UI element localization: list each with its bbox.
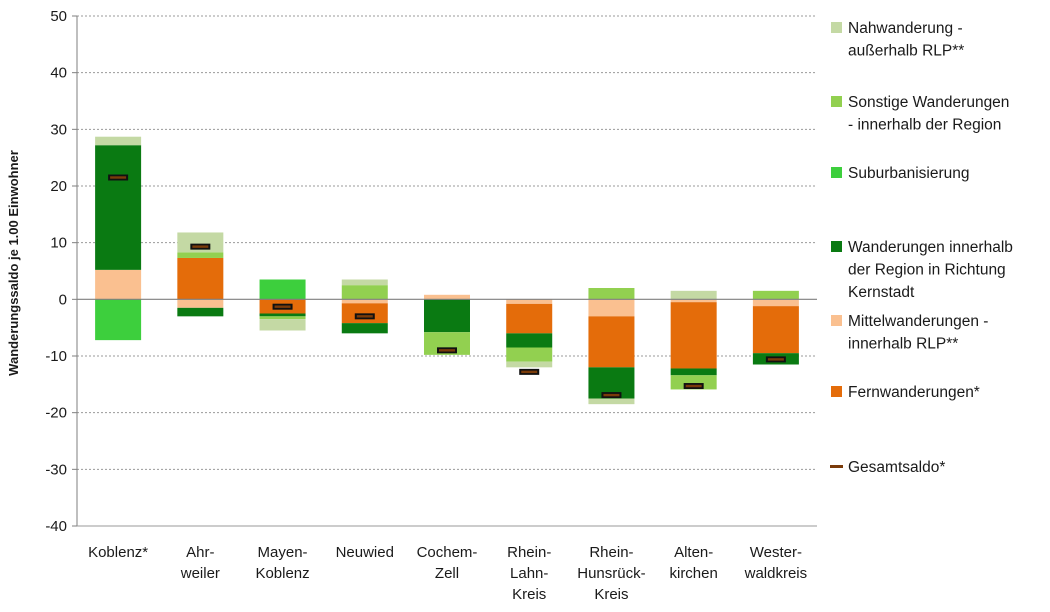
bar-segment xyxy=(670,368,717,376)
y-tick-label: -20 xyxy=(45,405,67,422)
bar-segment xyxy=(177,299,224,308)
x-tick-label: Alten- xyxy=(674,544,713,561)
bar-segment xyxy=(506,299,553,304)
legend-label: Sonstige Wanderungen - innerhalb der Regi… xyxy=(848,94,1009,134)
bar-segment xyxy=(95,299,142,341)
x-tick-label: Wester- xyxy=(750,544,802,561)
x-tick-label: kirchen xyxy=(669,565,717,582)
x-tick-label: Lahn- xyxy=(510,565,548,582)
bar-segment xyxy=(506,347,553,362)
y-tick-label: 30 xyxy=(50,121,67,138)
y-tick-label: -10 xyxy=(45,348,67,365)
bar-segment xyxy=(341,279,388,286)
bar-segment xyxy=(259,319,306,331)
total-marker xyxy=(439,349,455,352)
bar-segment xyxy=(506,361,553,368)
bar-segment xyxy=(177,232,224,253)
legend-swatch xyxy=(831,22,842,33)
bar-segment xyxy=(341,285,388,300)
x-tick-label: Ahr- xyxy=(186,544,214,561)
bar-segment xyxy=(95,136,142,146)
legend-label: Suburbanisierung xyxy=(848,165,970,182)
bar-segment xyxy=(341,299,388,304)
bar-segment xyxy=(424,332,470,355)
bar-segment xyxy=(670,299,717,303)
bar-segment xyxy=(177,257,224,300)
legend: Nahwanderung -außerhalb RLP** Sonstige Wa… xyxy=(830,20,1013,476)
bar-segment xyxy=(670,375,717,390)
total-marker xyxy=(603,393,620,397)
legend-swatch-total xyxy=(830,465,843,468)
legend-swatch xyxy=(831,241,842,252)
x-tick-label: Mayen- xyxy=(258,544,308,561)
bar-segment xyxy=(341,303,388,324)
bar-segment xyxy=(752,290,799,300)
y-tick-label: 40 xyxy=(50,65,67,82)
y-axis-label: Wanderungssaldo je 1.00 Einwohner xyxy=(6,150,21,376)
y-tick-label: 20 xyxy=(50,178,67,195)
bar-segment xyxy=(506,333,553,348)
legend-label-total: Gesamtsaldo* xyxy=(848,459,945,476)
bar-segment xyxy=(424,299,470,333)
x-tick-label: weiler xyxy=(180,565,220,582)
y-tick-label: 10 xyxy=(50,235,67,252)
total-marker xyxy=(767,358,784,361)
x-tick-label: Koblenz xyxy=(255,565,309,582)
total-marker xyxy=(356,315,373,318)
total-markers xyxy=(108,174,786,399)
bar-segment xyxy=(341,323,388,334)
bar-segment xyxy=(506,303,553,334)
x-tick-label: Hunsrück- xyxy=(577,565,645,582)
x-tick-label: Cochem- xyxy=(417,544,478,561)
y-axis-ticks: 50 40 30 20 10 0 -10 -20 -30 -40 xyxy=(45,8,77,535)
total-marker xyxy=(685,384,702,388)
x-tick-label: Zell xyxy=(435,565,459,582)
bar-segment xyxy=(588,288,635,300)
bar-segment xyxy=(259,313,306,317)
legend-swatch xyxy=(831,386,842,397)
y-tick-label: 50 xyxy=(50,8,67,25)
legend-label: Nahwanderung -außerhalb RLP** xyxy=(848,20,964,60)
total-marker xyxy=(110,176,127,179)
legend-swatch xyxy=(831,167,842,178)
legend-label: Fernwanderungen* xyxy=(848,384,980,401)
bar-segment xyxy=(588,398,635,405)
bar-segment xyxy=(670,302,717,369)
total-marker xyxy=(192,245,209,248)
y-tick-label: -40 xyxy=(45,518,67,535)
legend-swatch xyxy=(831,315,842,326)
axes: Wanderungssaldo je 1.00 Einwohner xyxy=(6,16,817,527)
bar-segment xyxy=(259,279,306,300)
total-marker xyxy=(274,305,291,308)
y-tick-label: -30 xyxy=(45,461,67,478)
bar-segment xyxy=(588,299,635,317)
bar-segment xyxy=(424,294,470,300)
bar-segment xyxy=(95,269,142,300)
bar-segment xyxy=(670,290,717,300)
bars xyxy=(95,136,799,405)
bar-segment xyxy=(259,316,306,320)
bar-segment xyxy=(752,306,799,354)
x-axis-ticks: Koblenz* Ahr-weiler Mayen- Koblenz Neuwied Co… xyxy=(88,544,807,603)
x-tick-label: Rhein- xyxy=(507,544,551,561)
total-marker xyxy=(521,370,538,374)
x-tick-label: Rhein- xyxy=(589,544,633,561)
x-tick-label: Kreis xyxy=(512,586,546,603)
x-tick-label: Koblenz* xyxy=(88,544,148,561)
bar-segment xyxy=(177,252,224,258)
bar-segment xyxy=(752,299,799,307)
y-tick-label: 0 xyxy=(59,291,67,308)
x-tick-label: Kreis xyxy=(594,586,628,603)
legend-label: Mittelwanderungen -innerhalb RLP** xyxy=(848,313,988,353)
bar-segment xyxy=(95,145,142,270)
bar-segment xyxy=(177,307,224,317)
legend-label: Wanderungen innerhalb der Region in Richt… xyxy=(848,239,1013,301)
x-tick-label: Neuwied xyxy=(336,544,394,561)
legend-swatch xyxy=(831,96,842,107)
x-tick-label: waldkreis xyxy=(744,565,808,582)
bar-segment xyxy=(588,316,635,368)
